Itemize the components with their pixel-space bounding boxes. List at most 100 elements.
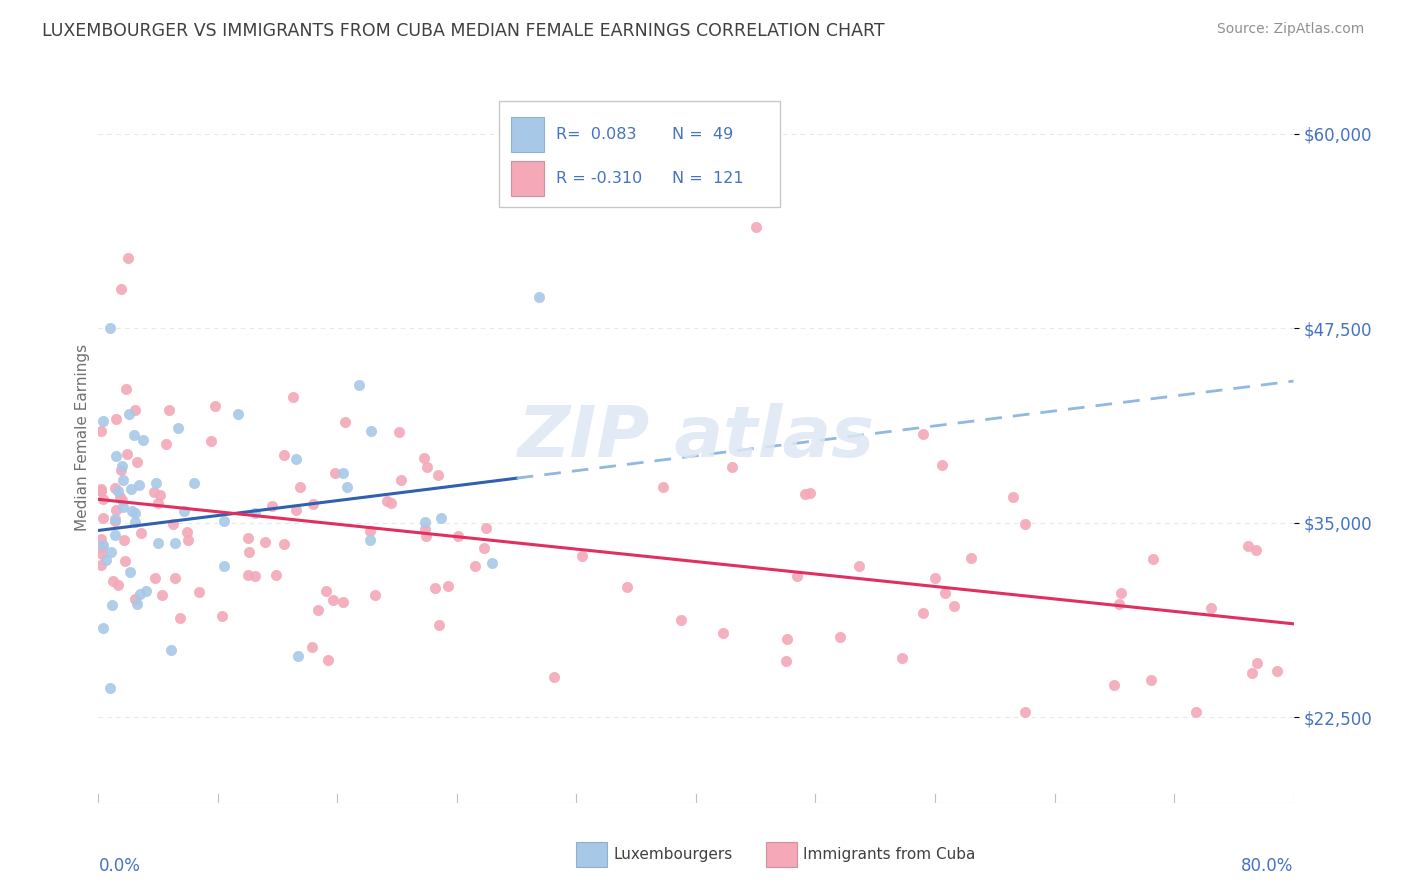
- Point: [931, 458, 953, 472]
- Point: [388, 425, 411, 439]
- Point: [104, 481, 127, 495]
- Point: [159, 402, 181, 417]
- Point: [332, 466, 354, 480]
- Point: [364, 589, 387, 603]
- Point: [413, 515, 436, 529]
- Text: 0.0%: 0.0%: [98, 857, 141, 875]
- Point: [117, 251, 139, 265]
- Point: [1236, 539, 1258, 553]
- Point: [91, 510, 114, 524]
- Point: [359, 524, 381, 538]
- Point: [91, 414, 114, 428]
- Point: [1139, 673, 1161, 687]
- Point: [245, 507, 267, 521]
- Point: [121, 504, 143, 518]
- Point: [288, 480, 311, 494]
- Point: [94, 553, 117, 567]
- Point: [786, 568, 808, 582]
- Point: [212, 514, 235, 528]
- Point: [571, 549, 593, 563]
- Text: ZIP atlas: ZIP atlas: [517, 402, 875, 472]
- Point: [238, 531, 260, 545]
- Point: [481, 557, 503, 571]
- Point: [360, 424, 382, 438]
- Point: [91, 538, 114, 552]
- Point: [110, 282, 132, 296]
- Point: [380, 495, 402, 509]
- Point: [107, 578, 129, 592]
- Point: [111, 492, 134, 507]
- Point: [132, 433, 155, 447]
- Point: [375, 494, 398, 508]
- Point: [336, 480, 359, 494]
- Point: [266, 567, 288, 582]
- FancyBboxPatch shape: [499, 101, 780, 207]
- Point: [1102, 678, 1125, 692]
- Point: [127, 597, 149, 611]
- Point: [1244, 542, 1267, 557]
- Point: [527, 290, 550, 304]
- FancyBboxPatch shape: [510, 117, 544, 152]
- Point: [912, 427, 935, 442]
- Point: [775, 654, 797, 668]
- FancyBboxPatch shape: [510, 161, 544, 195]
- Point: [169, 611, 191, 625]
- Point: [287, 648, 309, 663]
- Point: [316, 653, 339, 667]
- Point: [124, 506, 146, 520]
- Point: [284, 502, 307, 516]
- Text: LUXEMBOURGER VS IMMIGRANTS FROM CUBA MEDIAN FEMALE EARNINGS CORRELATION CHART: LUXEMBOURGER VS IMMIGRANTS FROM CUBA MED…: [42, 22, 884, 40]
- Point: [100, 681, 122, 696]
- Text: N =  49: N = 49: [672, 127, 734, 142]
- Point: [91, 621, 114, 635]
- Point: [100, 545, 122, 559]
- Point: [924, 571, 946, 585]
- Point: [143, 571, 166, 585]
- Point: [429, 618, 451, 632]
- Point: [112, 473, 135, 487]
- Point: [98, 321, 122, 335]
- Point: [359, 533, 381, 548]
- Point: [389, 473, 412, 487]
- Point: [183, 475, 205, 490]
- Point: [426, 467, 449, 482]
- Point: [307, 603, 329, 617]
- Point: [238, 545, 260, 559]
- Point: [124, 515, 146, 529]
- Point: [104, 511, 127, 525]
- Point: [325, 466, 347, 480]
- Point: [115, 383, 138, 397]
- Point: [228, 407, 250, 421]
- Point: [285, 451, 308, 466]
- Point: [150, 588, 173, 602]
- Point: [200, 434, 222, 448]
- Point: [315, 583, 337, 598]
- Point: [155, 437, 177, 451]
- Point: [104, 515, 127, 529]
- Point: [90, 558, 112, 572]
- Point: [163, 536, 186, 550]
- Point: [416, 460, 439, 475]
- Point: [146, 536, 169, 550]
- Point: [111, 458, 134, 473]
- Point: [105, 503, 128, 517]
- Text: Source: ZipAtlas.com: Source: ZipAtlas.com: [1216, 22, 1364, 37]
- Point: [1001, 490, 1024, 504]
- Point: [107, 483, 129, 498]
- Point: [127, 455, 149, 469]
- Point: [112, 533, 135, 547]
- Text: Luxembourgers: Luxembourgers: [613, 847, 733, 862]
- Point: [322, 593, 344, 607]
- Point: [260, 499, 283, 513]
- Point: [115, 446, 138, 460]
- Point: [942, 599, 965, 613]
- Point: [475, 521, 498, 535]
- Point: [236, 568, 259, 582]
- Text: 80.0%: 80.0%: [1241, 857, 1294, 875]
- Point: [830, 630, 852, 644]
- Point: [204, 399, 226, 413]
- Point: [104, 411, 127, 425]
- Point: [273, 537, 295, 551]
- Point: [464, 559, 486, 574]
- Point: [129, 525, 152, 540]
